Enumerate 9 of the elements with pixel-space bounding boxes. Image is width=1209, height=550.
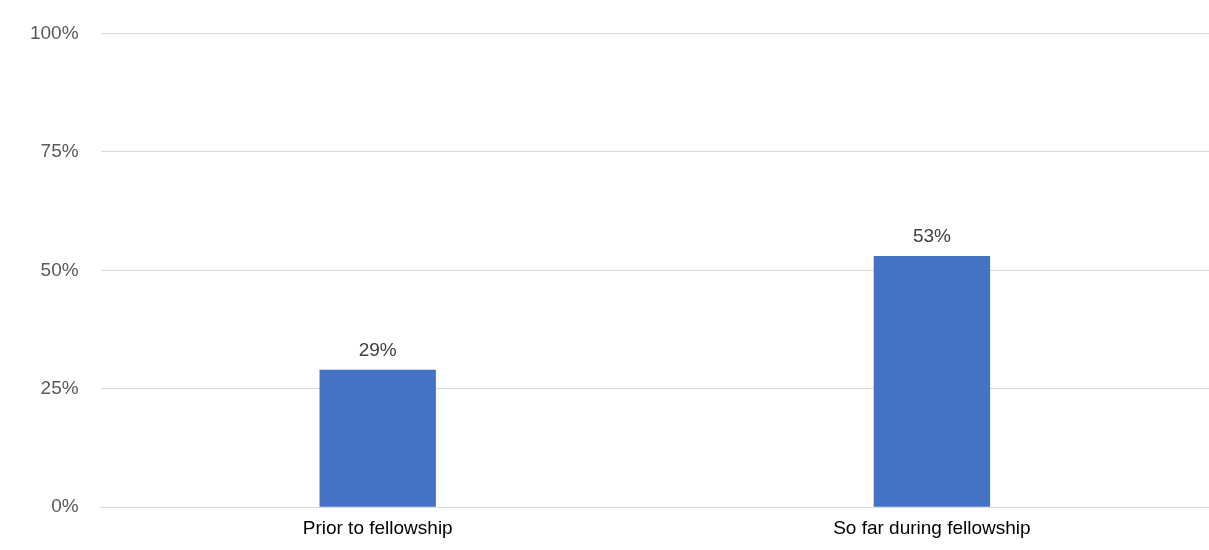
y-tick-label: 25% bbox=[40, 376, 79, 398]
x-tick-label: So far during fellowship bbox=[833, 516, 1031, 538]
y-tick-label: 0% bbox=[51, 495, 79, 517]
data-label: 53% bbox=[912, 224, 952, 246]
x-tick-label: Prior to fellowship bbox=[302, 516, 453, 538]
y-tick-label: 75% bbox=[40, 140, 79, 162]
y-tick-label: 100% bbox=[29, 21, 79, 43]
data-label: 29% bbox=[358, 338, 397, 360]
y-tick-label: 50% bbox=[40, 258, 79, 280]
